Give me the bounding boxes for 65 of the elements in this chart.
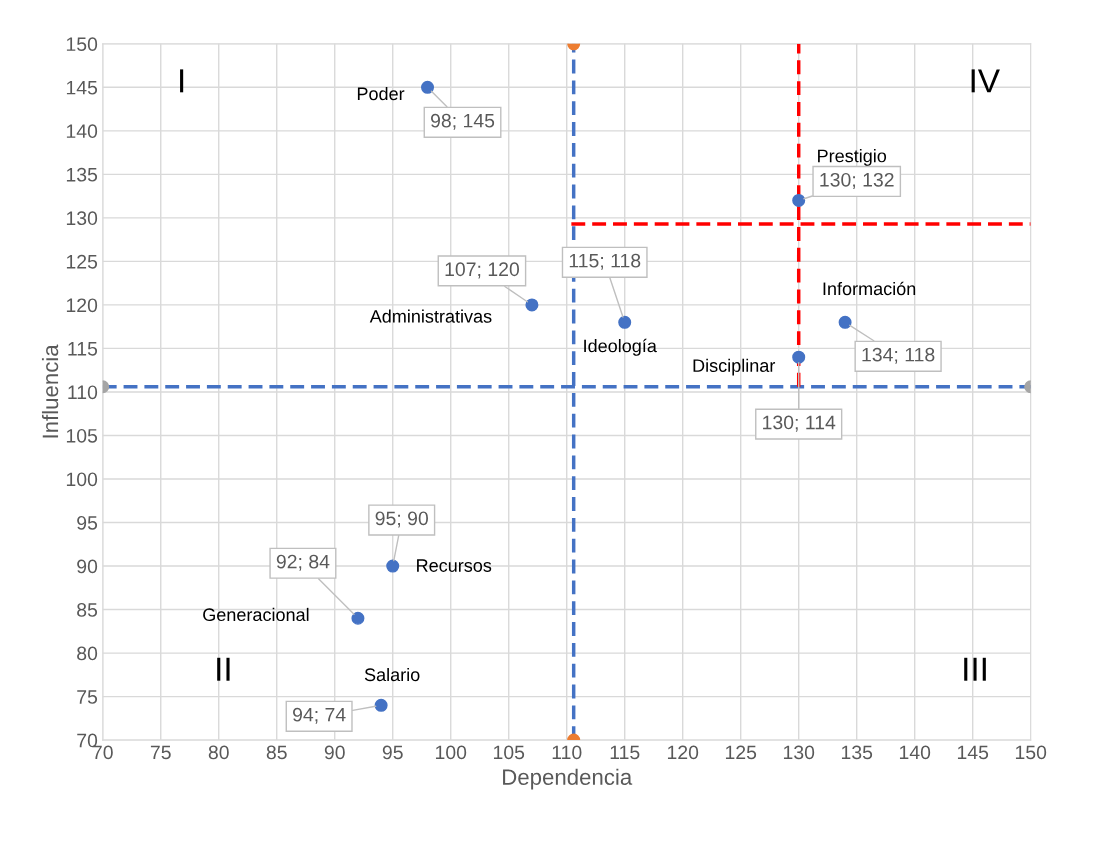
annotation: Poder: [357, 86, 405, 101]
y-axis-title: Influencia: [41, 344, 59, 438]
annotation: Ideología: [584, 338, 657, 356]
y-tick-label: 125: [66, 254, 98, 269]
annotation: Administrativas: [369, 309, 492, 323]
x-tick-label: 75: [150, 745, 171, 760]
x-tick-label: 150: [1015, 745, 1047, 760]
point: [525, 298, 539, 312]
data-label: 134; 118: [862, 347, 935, 364]
x-axis-title: Dependencia: [503, 768, 633, 790]
y-tick-label: 75: [77, 690, 98, 704]
point: [792, 350, 806, 364]
point: [421, 80, 435, 94]
point: [838, 315, 852, 329]
annotation: II: [217, 657, 230, 681]
y-tick-label: 90: [77, 559, 98, 574]
annotation: Disciplinar: [693, 358, 776, 376]
y-tick-label: 95: [77, 515, 98, 530]
x-tick-label: 145: [957, 745, 989, 760]
annotation: I: [180, 69, 184, 93]
y-tick-label: 130: [66, 211, 98, 226]
x-tick-label: 120: [667, 745, 699, 760]
x-tick-label: 105: [493, 745, 525, 760]
annotation: Salario: [364, 667, 420, 682]
point: [374, 698, 388, 712]
y-tick-label: 140: [66, 124, 98, 139]
data-label: 107; 120: [445, 262, 520, 279]
y-tick-label: 135: [66, 167, 98, 182]
x-tick-label: 115: [610, 745, 640, 760]
x-tick-label: 130: [783, 745, 815, 760]
data-label: 98; 145: [431, 113, 495, 130]
y-tick-label: 80: [77, 646, 98, 661]
y-tick-label: 145: [66, 80, 98, 95]
point: [618, 315, 632, 329]
x-tick-label: 140: [899, 745, 931, 760]
x-tick-label: 100: [435, 745, 467, 760]
annotation: IV: [971, 69, 1000, 93]
data-label: 95; 90: [375, 511, 428, 528]
y-tick-label: 115: [68, 342, 98, 356]
x-tick-label: 125: [725, 745, 757, 760]
annotation: Prestigio: [818, 149, 887, 166]
y-tick-label: 100: [66, 472, 98, 487]
data-label: 92; 84: [276, 554, 330, 571]
x-tick-label: 80: [208, 745, 229, 760]
data-label: 94; 74: [293, 707, 346, 724]
annotation: Recursos: [417, 559, 492, 572]
point: [386, 559, 400, 573]
point: [351, 611, 365, 625]
y-tick-label: 150: [66, 37, 98, 52]
y-tick-label: 105: [66, 428, 98, 443]
data-label: 130; 114: [763, 415, 836, 432]
x-tick-label: 135: [841, 745, 873, 760]
annotation: Información: [823, 281, 916, 296]
y-tick-label: 85: [77, 603, 98, 617]
x-tick-label: 95: [382, 745, 403, 760]
y-tick-label: 110: [68, 385, 98, 400]
x-tick-label: 85: [266, 745, 287, 760]
data-label: 115; 118: [569, 253, 641, 270]
annotation: Generacional: [203, 607, 309, 622]
point: [792, 193, 806, 207]
data-label: 130; 132: [820, 172, 894, 189]
x-tick-label: 110: [552, 745, 582, 760]
annotation: III: [964, 657, 986, 681]
x-tick-label: 90: [324, 745, 345, 760]
y-tick-label: 120: [66, 298, 98, 313]
